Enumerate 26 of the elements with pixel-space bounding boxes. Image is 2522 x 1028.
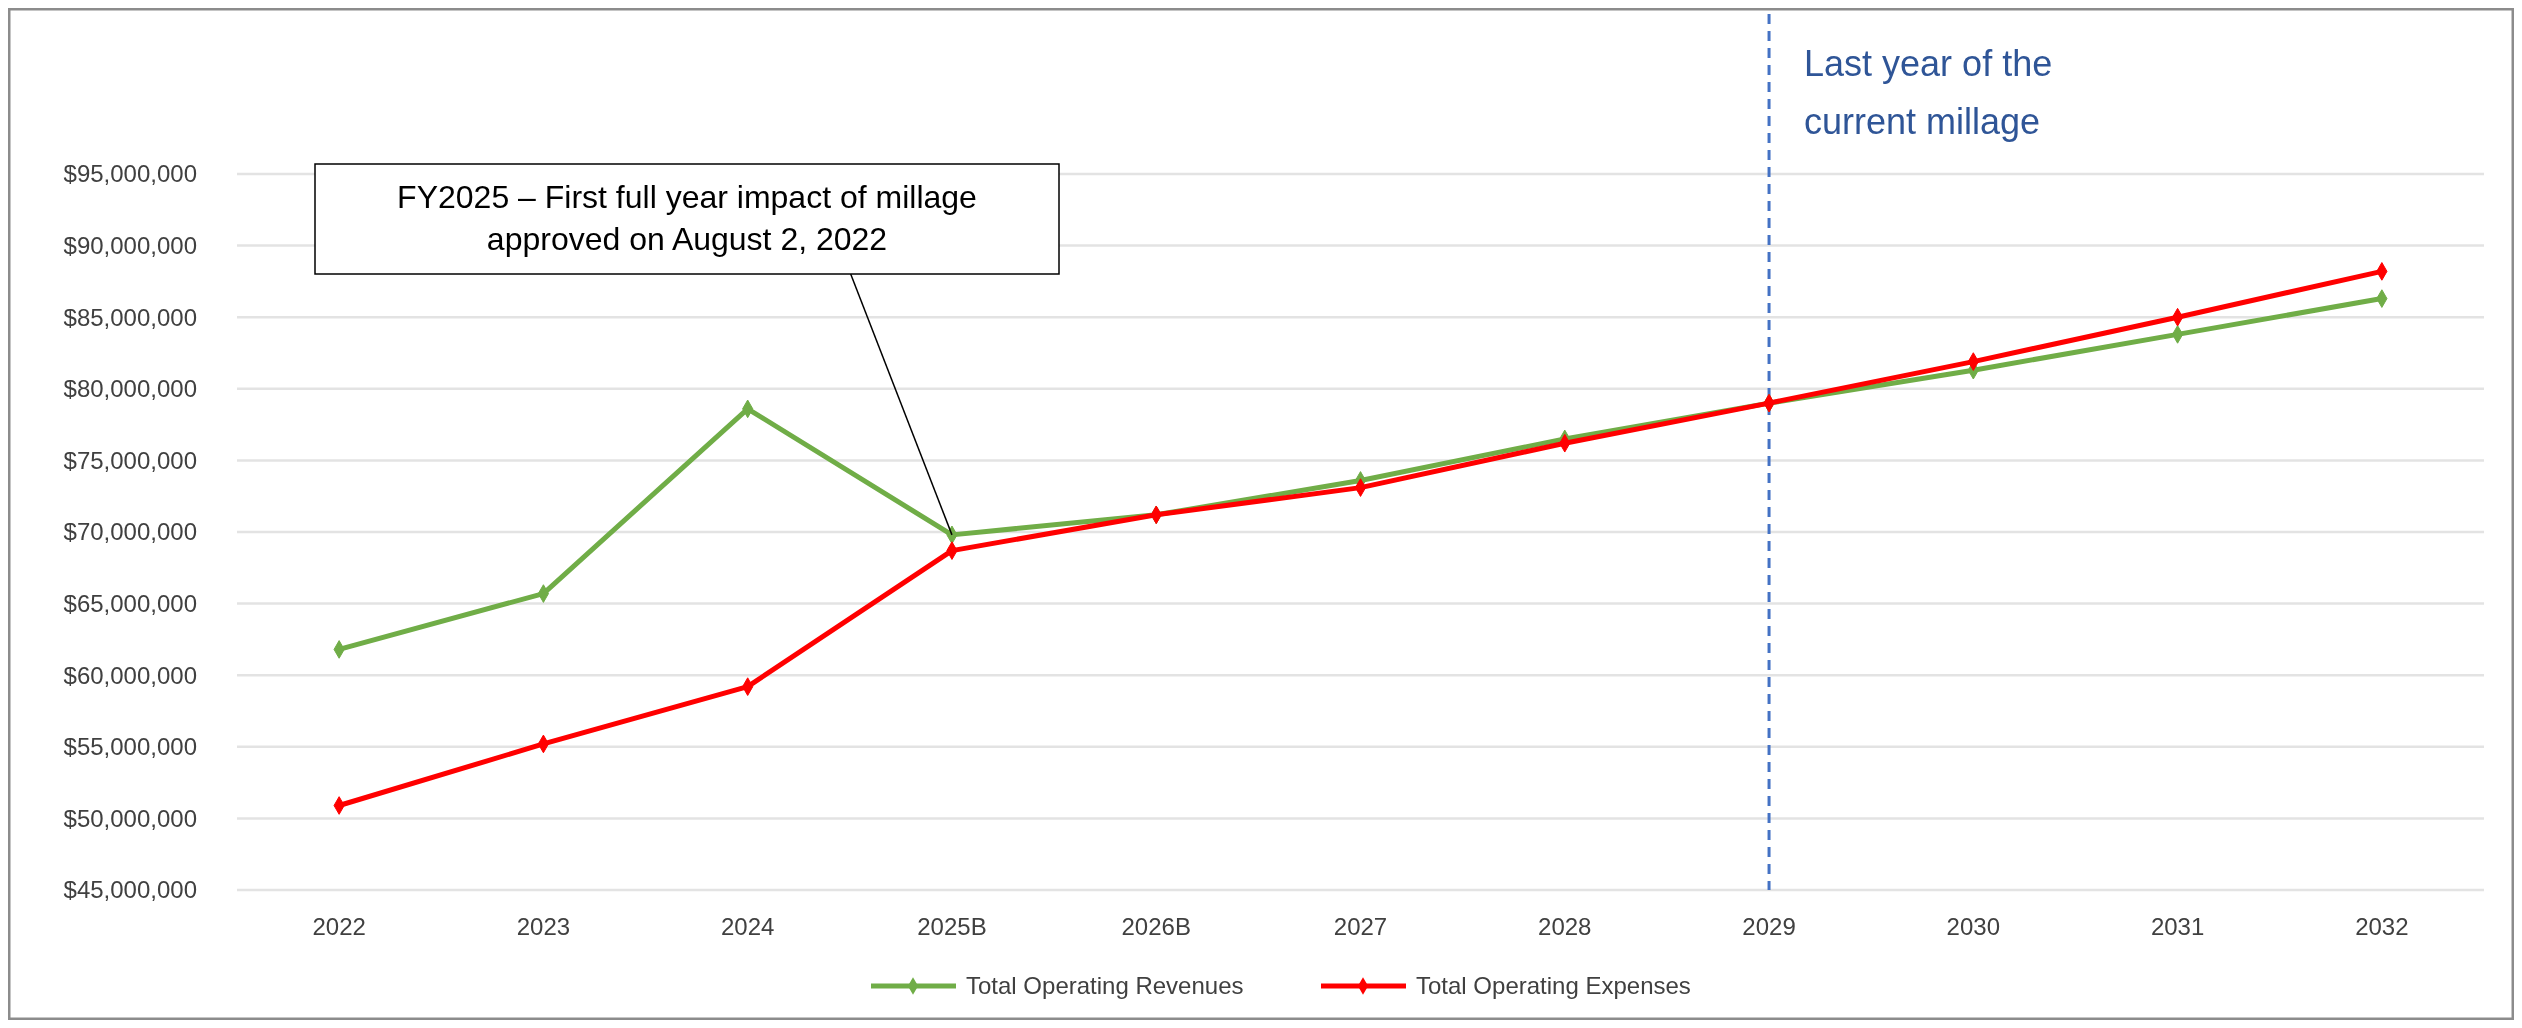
- x-tick-label: 2026B: [1121, 913, 1191, 940]
- y-tick-label: $55,000,000: [63, 733, 197, 761]
- x-tick-label: 2029: [1742, 913, 1796, 940]
- y-tick-label: $65,000,000: [63, 590, 197, 617]
- x-tick-label: 2027: [1333, 913, 1388, 940]
- y-tick-label: $95,000,000: [63, 160, 197, 188]
- y-tick-label: $70,000,000: [63, 518, 197, 546]
- y-tick-label: $85,000,000: [63, 303, 197, 331]
- y-tick-label: $90,000,000: [63, 232, 197, 259]
- y-tick-label: $80,000,000: [63, 375, 197, 403]
- x-tick-label: 2022: [312, 913, 366, 940]
- y-tick-label: $45,000,000: [63, 876, 197, 904]
- x-tick-label: 2023: [516, 913, 571, 940]
- legend-label: Total Operating Revenues: [966, 972, 1244, 1000]
- x-tick-label: 2031: [2150, 913, 2205, 940]
- ref-line-label: Last year of the current millage: [1804, 43, 2053, 142]
- x-tick-label: 2024: [720, 913, 775, 940]
- y-tick-label: $50,000,000: [63, 804, 197, 832]
- x-tick-label: 2032: [2355, 913, 2409, 940]
- annotation: FY2025 – First full year impact of millage approved on August 2, 2022: [397, 179, 977, 257]
- y-tick-label: $60,000,000: [63, 661, 197, 689]
- legend-label: Total Operating Expenses: [1416, 972, 1691, 1000]
- x-tick-label: 2025B: [917, 913, 987, 940]
- y-tick-label: $75,000,000: [63, 446, 197, 474]
- x-tick-label: 2030: [1946, 913, 2001, 940]
- x-tick-label: 2028: [1538, 913, 1592, 940]
